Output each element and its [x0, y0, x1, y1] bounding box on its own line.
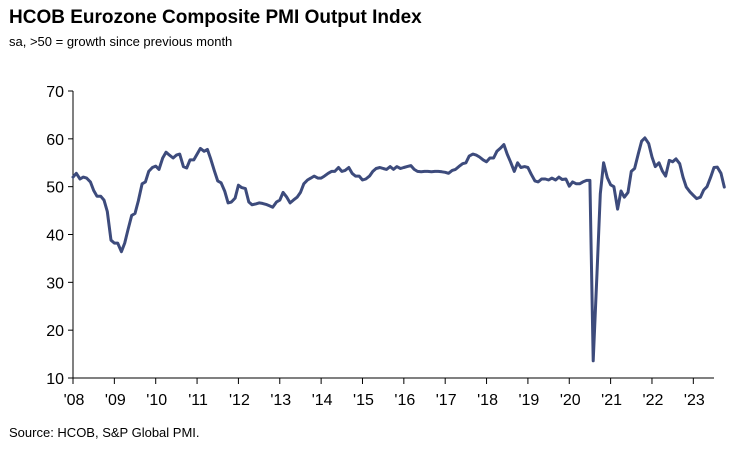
x-tick-label: '20: [560, 392, 581, 409]
x-tick-label: '14: [312, 392, 333, 409]
x-tick-label: '11: [188, 392, 208, 409]
x-tick-label: '09: [105, 392, 126, 409]
y-tick-label: 50: [46, 180, 64, 197]
x-tick-label: '12: [229, 392, 250, 409]
x-tick-label: '22: [643, 392, 664, 409]
series-line: [71, 136, 726, 363]
x-tick-label: '23: [684, 392, 705, 409]
x-tick-label: '16: [394, 392, 415, 409]
chart-source: Source: HCOB, S&P Global PMI.: [9, 425, 200, 440]
y-tick-label: 20: [46, 323, 64, 340]
x-tick-label: '08: [64, 392, 85, 409]
chart-axes: 10 20 30 40 50 60 70 '08 '09 '10 '11 '12 '13 '14 '15 '1…: [46, 84, 714, 409]
x-tick-label: '18: [477, 392, 498, 409]
x-tick-label: '10: [146, 392, 167, 409]
y-tick-label: 70: [46, 84, 64, 101]
chart-title: HCOB Eurozone Composite PMI Output Index: [9, 7, 422, 28]
chart-subtitle: sa, >50 = growth since previous month: [9, 34, 233, 49]
plot-area: [71, 136, 726, 363]
y-tick-label: 60: [46, 132, 64, 149]
x-tick-label: '21: [601, 392, 622, 409]
x-tick-label: '19: [518, 392, 539, 409]
y-tick-label: 10: [46, 371, 64, 388]
x-tick-label: '13: [270, 392, 291, 409]
y-tick-label: 40: [46, 228, 64, 245]
y-tick-label: 30: [46, 275, 64, 292]
x-tick-label: '17: [436, 392, 457, 409]
x-tick-label: '15: [353, 392, 374, 409]
